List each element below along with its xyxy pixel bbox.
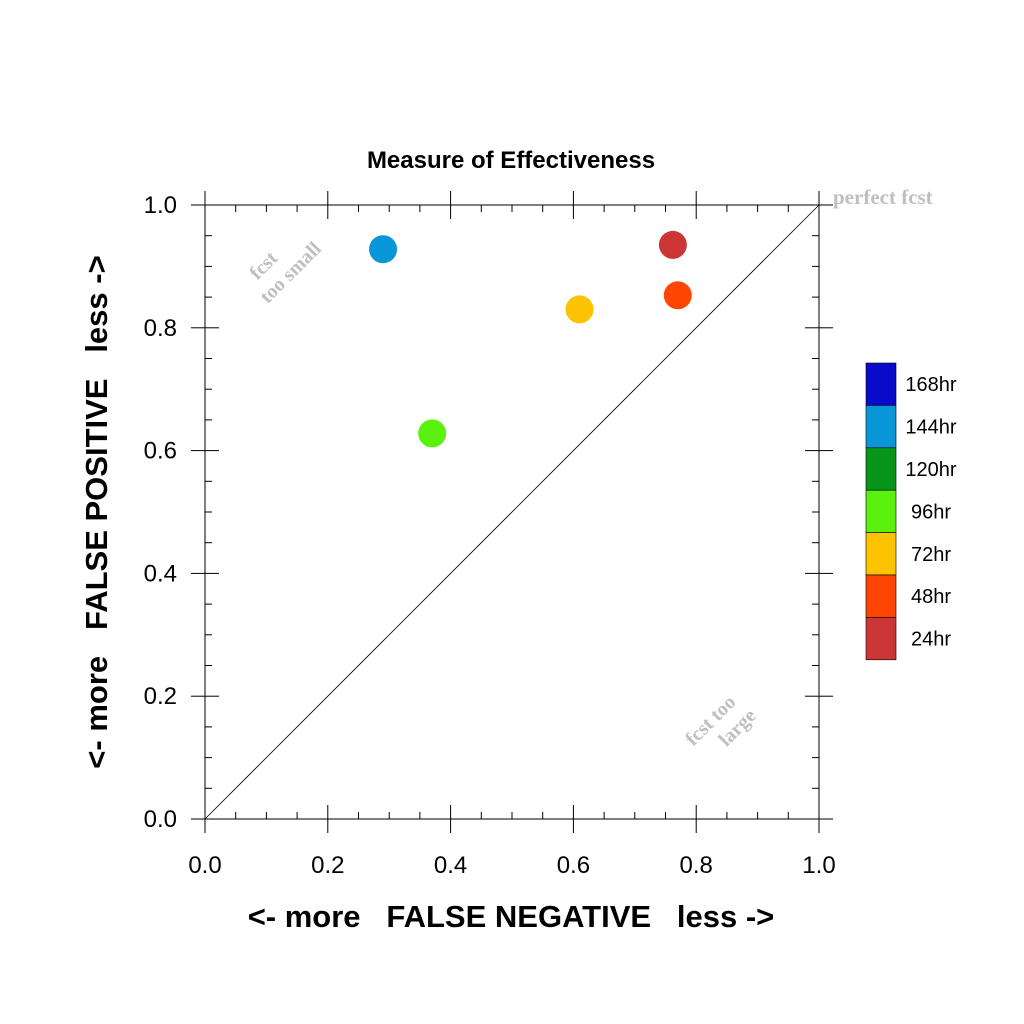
legend-swatch (865, 489, 897, 533)
legend-label: 72hr (911, 544, 951, 566)
y-tick-label: 0.0 (144, 806, 177, 833)
y-tick-labels: 0.0 0.2 0.4 0.6 0.8 1.0 (144, 192, 177, 833)
legend-label: 168hr (905, 374, 956, 396)
perfect-fcst-label: perfect fcst (833, 185, 933, 209)
legend-label: 48hr (911, 586, 951, 608)
data-point (658, 230, 687, 259)
x-tick-label: 1.0 (802, 852, 835, 879)
legend-swatch (865, 447, 897, 491)
legend-label: 96hr (911, 501, 951, 523)
legend-swatch (865, 574, 897, 618)
x-tick-label: 0.2 (311, 852, 344, 879)
legend-swatch (865, 617, 897, 661)
x-tick-labels: 0.0 0.2 0.4 0.6 0.8 1.0 (188, 852, 835, 879)
y-tick-label: 1.0 (144, 192, 177, 219)
legend-label: 24hr (911, 629, 951, 651)
data-point (418, 419, 447, 448)
data-point (565, 295, 594, 324)
fcst-too-small-label: fcst too small (245, 237, 326, 307)
x-tick-label: 0.4 (434, 852, 467, 879)
data-points (369, 230, 692, 448)
legend-label: 120hr (905, 459, 956, 481)
legend-label: 144hr (905, 417, 956, 439)
y-tick-label: 0.4 (144, 560, 177, 587)
y-axis-label: <- more FALSE POSITIVE less -> (79, 255, 114, 768)
x-tick-label: 0.0 (188, 852, 221, 879)
x-axis-label: <- more FALSE NEGATIVE less -> (248, 899, 775, 934)
legend-swatch (865, 405, 897, 449)
chart-title: Measure of Effectiveness (367, 147, 655, 174)
data-point (369, 235, 398, 264)
legend: 168hr 144hr 120hr 96hr 72hr 48hr 24hr (865, 362, 957, 661)
x-tick-label: 0.6 (557, 852, 590, 879)
legend-swatch (865, 532, 897, 576)
y-tick-label: 0.8 (144, 315, 177, 342)
axis-ticks (191, 191, 833, 833)
legend-swatch (865, 362, 897, 406)
x-tick-label: 0.8 (680, 852, 713, 879)
y-tick-label: 0.2 (144, 683, 177, 710)
y-tick-label: 0.6 (144, 438, 177, 465)
fcst-too-large-label: fcst too large (681, 691, 761, 751)
diagonal-line (204, 204, 820, 820)
data-point (663, 281, 692, 310)
